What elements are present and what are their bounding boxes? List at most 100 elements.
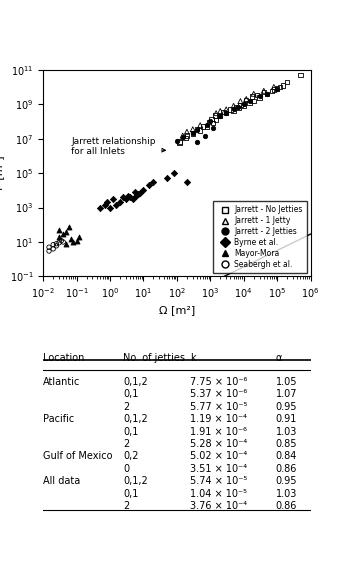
Text: 1.03: 1.03 — [276, 426, 297, 436]
Text: 0,1: 0,1 — [124, 389, 139, 399]
Point — [204, 121, 210, 130]
Text: 5.37 × 10⁻⁶: 5.37 × 10⁻⁶ — [190, 389, 247, 399]
Point — [180, 131, 186, 140]
Point — [238, 101, 243, 110]
Point — [261, 86, 267, 95]
Point — [183, 133, 188, 142]
Point — [271, 85, 277, 94]
Text: Gulf of Mexico: Gulf of Mexico — [43, 451, 112, 461]
Point — [74, 236, 79, 245]
Point — [60, 229, 66, 238]
Text: 0,1,2: 0,1,2 — [124, 476, 148, 486]
Point — [234, 102, 239, 112]
Text: 0.91: 0.91 — [276, 414, 297, 424]
Point — [261, 88, 267, 97]
Text: 0.86: 0.86 — [276, 464, 297, 474]
Point — [117, 198, 123, 207]
Point — [207, 117, 213, 126]
Point — [54, 241, 59, 250]
Point — [200, 122, 206, 131]
Text: 1.03: 1.03 — [276, 489, 297, 499]
Point — [113, 200, 119, 209]
Text: 3.76 × 10⁻⁴: 3.76 × 10⁻⁴ — [190, 501, 247, 511]
Point — [107, 203, 113, 212]
Point — [180, 132, 186, 142]
Point — [97, 203, 103, 212]
Text: 1.07: 1.07 — [276, 389, 297, 399]
Point — [184, 177, 190, 187]
Point — [277, 83, 283, 92]
Point — [120, 192, 126, 202]
Point — [56, 232, 62, 242]
Text: 0.95: 0.95 — [276, 401, 297, 411]
Point — [213, 109, 219, 118]
Point — [298, 70, 303, 80]
Text: 2: 2 — [124, 501, 130, 511]
Text: 2: 2 — [124, 401, 130, 411]
Point — [213, 111, 218, 120]
Text: 0: 0 — [124, 464, 129, 474]
Point — [197, 121, 203, 130]
Text: 2: 2 — [124, 439, 130, 449]
Point — [190, 129, 196, 138]
Point — [224, 109, 229, 118]
Text: 1.91 × 10⁻⁶: 1.91 × 10⁻⁶ — [190, 426, 247, 436]
Point — [141, 186, 146, 195]
Text: 0.95: 0.95 — [276, 476, 297, 486]
Text: 0,1,2: 0,1,2 — [124, 376, 148, 387]
Text: k: k — [190, 353, 196, 363]
Point — [64, 239, 69, 248]
Text: 5.74 × 10⁻⁵: 5.74 × 10⁻⁵ — [190, 476, 247, 486]
Point — [280, 81, 286, 90]
Text: 0,1,2: 0,1,2 — [124, 414, 148, 424]
Point — [271, 83, 277, 92]
Point — [197, 125, 203, 135]
Point — [206, 117, 211, 127]
Point — [151, 177, 156, 187]
Text: 5.02 × 10⁻⁴: 5.02 × 10⁻⁴ — [190, 451, 247, 461]
Point — [236, 103, 241, 113]
Point — [244, 94, 249, 103]
Point — [204, 122, 210, 131]
Point — [54, 239, 59, 248]
Point — [247, 96, 252, 106]
Text: 0,2: 0,2 — [124, 451, 139, 461]
Point — [247, 98, 252, 107]
Point — [50, 244, 56, 253]
Point — [254, 90, 260, 99]
Text: 1.19 × 10⁻⁴: 1.19 × 10⁻⁴ — [190, 414, 247, 424]
Text: Jarrett relationship
for all Inlets: Jarrett relationship for all Inlets — [71, 137, 165, 156]
Point — [46, 246, 52, 256]
Point — [132, 187, 137, 196]
Text: 0.84: 0.84 — [276, 451, 297, 461]
Point — [190, 129, 196, 138]
Point — [274, 84, 280, 94]
Text: 0.85: 0.85 — [276, 439, 297, 449]
Point — [218, 112, 223, 121]
Point — [264, 89, 270, 98]
Text: 5.77 × 10⁻⁵: 5.77 × 10⁻⁵ — [190, 401, 248, 411]
Point — [224, 109, 229, 118]
Point — [137, 188, 143, 198]
Y-axis label: P [m³]: P [m³] — [0, 156, 4, 191]
Point — [251, 96, 256, 106]
X-axis label: Ω [m²]: Ω [m²] — [159, 306, 195, 315]
Text: α: α — [276, 353, 282, 363]
Point — [66, 223, 72, 232]
Point — [184, 131, 190, 140]
Point — [69, 234, 74, 243]
Point — [127, 192, 133, 202]
Text: 0.86: 0.86 — [276, 501, 297, 511]
Point — [221, 107, 226, 117]
Text: 0,1: 0,1 — [124, 426, 139, 436]
Text: 0,1: 0,1 — [124, 489, 139, 499]
Point — [123, 195, 129, 204]
Point — [130, 195, 136, 204]
Point — [136, 189, 141, 199]
Point — [213, 116, 219, 125]
Point — [60, 238, 66, 247]
Point — [147, 181, 152, 190]
Point — [77, 232, 82, 242]
Point — [210, 124, 216, 133]
Point — [125, 191, 131, 200]
